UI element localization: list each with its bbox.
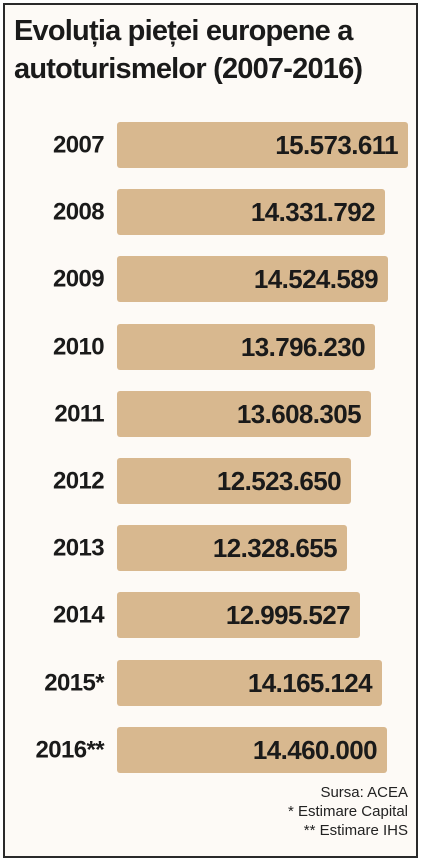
value-label: 12.328.655 [213,533,337,563]
category-label: 2011 [54,401,104,428]
category-label: 2015* [44,670,105,697]
bar-2009 [117,256,388,302]
bar-2013 [117,525,347,571]
source-label: Sursa: ACEA [320,784,408,801]
value-label: 12.995.527 [226,600,350,630]
source-notes: Sursa: ACEA * Estimare Capital ** Estima… [158,783,408,840]
value-label: 15.573.611 [275,130,398,160]
value-label: 14.331.792 [251,197,375,227]
bar-2008 [117,189,385,235]
footnote-capital: * Estimare Capital [287,803,408,820]
category-label: 2014 [53,602,105,629]
value-label: 12.523.650 [217,466,341,496]
category-label: 2009 [53,266,104,293]
value-label: 13.796.230 [241,332,365,362]
bar-2016 [117,727,387,773]
footnote-ihs: ** Estimare IHS [303,822,408,839]
category-label: 2010 [53,334,104,361]
category-label: 2013 [53,535,104,562]
value-label: 14.165.124 [248,668,373,698]
category-label: 2008 [53,199,104,226]
value-label: 14.524.589 [254,264,378,294]
value-label: 14.460.000 [253,735,377,765]
category-label: 2016** [36,737,106,764]
category-label: 2007 [53,132,104,159]
bar-2007 [117,122,408,168]
bar-2015 [117,660,382,706]
chart-title: Evoluția pieței europene a autoturismelo… [14,15,363,85]
bar-2012 [117,458,351,504]
category-label: 2012 [53,468,104,495]
bar-2011 [117,391,371,437]
value-label: 13.608.305 [237,399,361,429]
bar-2010 [117,324,375,370]
bar-2014 [117,592,360,638]
